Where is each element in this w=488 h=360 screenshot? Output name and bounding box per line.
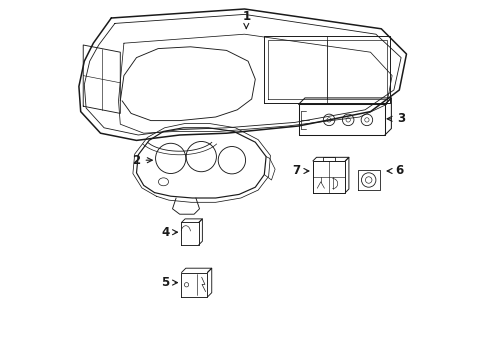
Text: 5: 5 [161, 276, 177, 289]
Text: 6: 6 [386, 165, 403, 177]
Text: 4: 4 [161, 226, 177, 239]
Text: 1: 1 [242, 10, 250, 29]
Text: 2: 2 [132, 154, 152, 167]
Text: 7: 7 [292, 165, 308, 177]
Text: 3: 3 [386, 112, 405, 125]
